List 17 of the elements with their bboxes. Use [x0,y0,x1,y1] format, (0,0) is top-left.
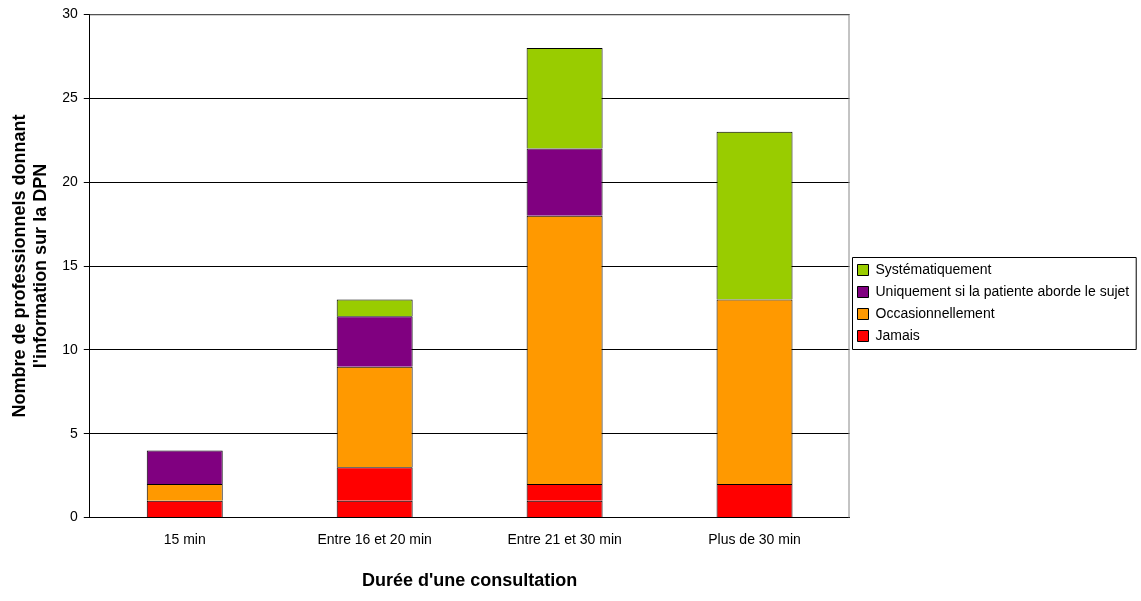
x-tick-label: Entre 21 et 30 min [507,530,622,547]
legend-label: Systématiquement [875,260,992,277]
x-axis-title: Durée d'une consultation [361,570,578,591]
y-tick-label: 10 [62,340,78,357]
legend-label: Jamais [875,326,920,343]
legend-label: Occasionnellement [875,304,995,321]
y-tick-label: 0 [69,508,78,525]
x-tick-label: Plus de 30 min [708,530,801,547]
legend-label: Uniquement si la patiente aborde le sujet [875,282,1130,299]
y-axis-title: Nombre de professionnels donnant l'information sur la DPN [8,114,51,418]
y-tick-label: 30 [62,5,78,22]
y-tick-label: 5 [69,424,78,441]
y-tick-label: 15 [62,256,78,273]
x-tick-label: Entre 16 et 20 min [317,530,432,547]
x-tick-label: 15 min [163,530,206,547]
y-tick-label: 25 [62,89,78,106]
y-tick-label: 20 [62,172,78,189]
